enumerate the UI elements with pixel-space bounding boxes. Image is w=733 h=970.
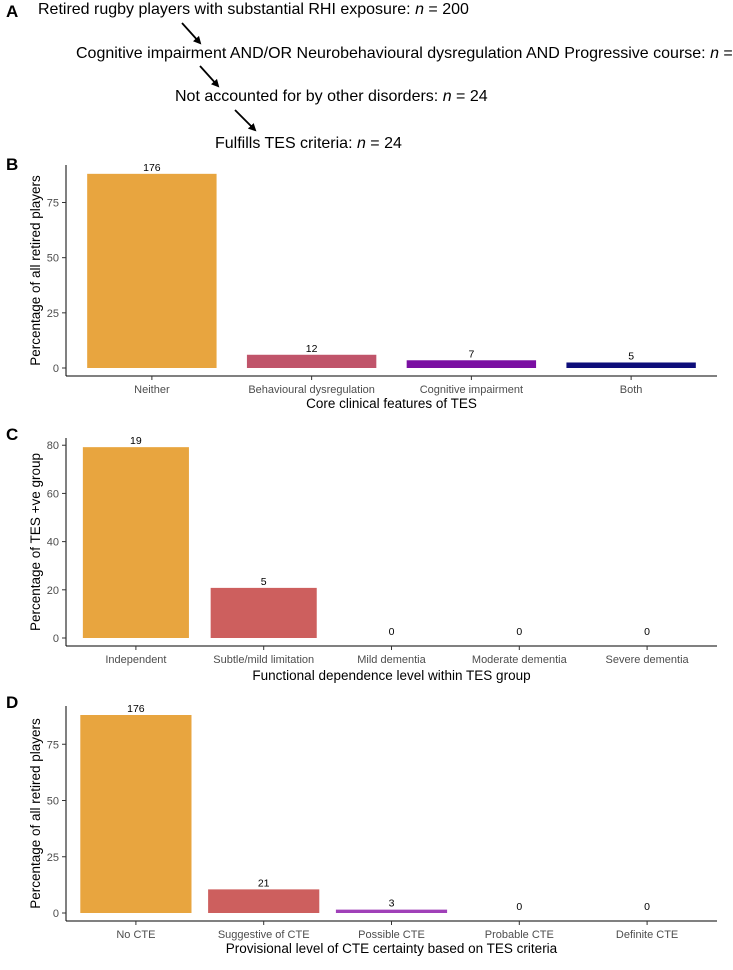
- eq-sign: =: [423, 1, 443, 18]
- x-tick-label-b: Both: [620, 384, 643, 396]
- x-axis-title-c: Functional dependence level within TES g…: [252, 668, 530, 683]
- y-axis-title-d: Percentage of all retired players: [28, 718, 43, 909]
- y-tick-label-c: 80: [47, 440, 59, 452]
- flow-arrow-1: [181, 22, 202, 45]
- bar-value-label-d: 0: [516, 901, 522, 913]
- bar-value-label-d: 21: [258, 877, 270, 889]
- flow-step-4-n: 24: [384, 135, 402, 152]
- n-symbol: n: [356, 135, 366, 152]
- y-tick-label-d: 50: [47, 796, 59, 808]
- bar-value-label-b: 176: [143, 162, 161, 174]
- panel-letter-a: A: [6, 2, 19, 21]
- n-symbol: n: [442, 88, 452, 105]
- eq-sign: =: [365, 135, 385, 152]
- x-tick-label-c: Independent: [105, 654, 166, 666]
- eq-sign: =: [451, 88, 470, 105]
- x-tick-label-c: Severe dementia: [606, 654, 690, 666]
- y-tick-label-c: 20: [47, 585, 59, 597]
- flow-arrows: [181, 22, 257, 132]
- flow-step-2-text: Cognitive impairment AND/OR Neurobehavio…: [76, 45, 711, 62]
- y-tick-label-c: 60: [47, 488, 59, 500]
- bar-b-3: [406, 360, 537, 368]
- y-tick-label-c: 40: [47, 537, 59, 549]
- bar-d-3: [335, 909, 448, 913]
- x-tick-label-d: Definite CTE: [616, 929, 678, 941]
- panel-letter-c: C: [6, 425, 19, 444]
- y-tick-label-d: 75: [47, 739, 59, 751]
- x-axis-title-b: Core clinical features of TES: [306, 396, 477, 411]
- flow-step-4-text: Fulfills TES criteria:: [215, 135, 357, 152]
- flow-step-1: Retired rugby players with substantial R…: [38, 1, 469, 19]
- bar-value-label-c: 0: [644, 626, 650, 638]
- bar-b-2: [246, 354, 377, 368]
- flow-arrow-3: [234, 109, 257, 132]
- flow-step-1-n: 200: [442, 1, 469, 18]
- y-tick-label-b: 0: [53, 363, 59, 375]
- bar-c-2: [210, 587, 317, 638]
- x-tick-label-c: Moderate dementia: [472, 654, 568, 666]
- panel-letter-d: D: [6, 693, 19, 712]
- y-tick-label-c: 0: [53, 633, 59, 645]
- bar-value-label-d: 3: [389, 898, 395, 910]
- flow-step-3: Not accounted for by other disorders: n …: [175, 88, 488, 106]
- flow-step-2: Cognitive impairment AND/OR Neurobehavio…: [76, 45, 733, 63]
- flow-step-1-text: Retired rugby players with substantial R…: [38, 1, 416, 18]
- x-tick-label-b: Behavioural dysregulation: [248, 384, 375, 396]
- y-axis-title-c: Percentage of TES +ve group: [28, 453, 43, 631]
- n-symbol: n: [710, 45, 719, 62]
- x-tick-label-c: Subtle/mild limitation: [213, 654, 314, 666]
- x-tick-label-d: Probable CTE: [485, 929, 554, 941]
- y-tick-label-b: 50: [47, 253, 59, 265]
- y-tick-label-d: 0: [53, 908, 59, 920]
- x-tick-label-b: Neither: [134, 384, 170, 396]
- bar-value-label-c: 19: [130, 435, 142, 447]
- flow-step-4: Fulfills TES criteria: n = 24: [215, 135, 402, 153]
- x-tick-label-d: Suggestive of CTE: [218, 929, 310, 941]
- bar-d-1: [80, 715, 192, 913]
- x-tick-label-c: Mild dementia: [357, 654, 426, 666]
- y-tick-label-b: 25: [47, 308, 59, 320]
- bar-value-label-c: 0: [516, 626, 522, 638]
- eq-sign: =: [723, 45, 733, 62]
- y-tick-label-d: 25: [47, 852, 59, 864]
- bar-value-label-c: 0: [389, 626, 395, 638]
- bar-b-1: [87, 173, 217, 368]
- n-symbol: n: [415, 1, 424, 18]
- bar-c-1: [82, 447, 189, 638]
- bar-value-label-d: 176: [127, 703, 145, 715]
- flow-step-3-n: 24: [469, 88, 488, 105]
- x-tick-label-b: Cognitive impairment: [420, 384, 523, 396]
- x-tick-label-d: No CTE: [116, 929, 155, 941]
- flow-step-3-text: Not accounted for by other disorders:: [175, 88, 443, 105]
- bar-d-2: [208, 889, 320, 913]
- flow-arrow-2: [199, 65, 220, 88]
- bar-value-label-d: 0: [644, 901, 650, 913]
- y-axis-title-b: Percentage of all retired players: [28, 175, 43, 366]
- bar-value-label-b: 5: [628, 350, 634, 362]
- panel-letter-b: B: [6, 155, 19, 174]
- bar-value-label-b: 7: [468, 348, 474, 360]
- bar-value-label-b: 12: [306, 343, 318, 355]
- y-tick-label-b: 75: [47, 198, 59, 210]
- bar-value-label-c: 5: [261, 576, 267, 588]
- x-axis-title-d: Provisional level of CTE certainty based…: [226, 941, 558, 956]
- bar-b-4: [566, 362, 696, 368]
- x-tick-label-d: Possible CTE: [358, 929, 425, 941]
